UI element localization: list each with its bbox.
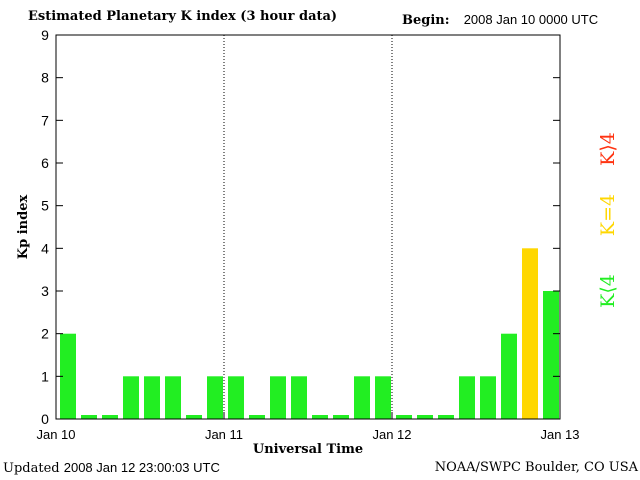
y-tick-label: 6 — [41, 155, 49, 171]
kp-bar — [81, 415, 97, 419]
kp-bar — [123, 376, 139, 419]
kp-bar — [249, 415, 265, 419]
kp-bar — [228, 376, 244, 419]
kp-bar — [102, 415, 118, 419]
y-tick-label: 1 — [41, 368, 49, 384]
y-tick-label: 2 — [41, 326, 49, 342]
y-tick-label: 0 — [41, 411, 49, 427]
y-tick-label: 5 — [41, 198, 49, 214]
legend-k-greater-4: K⟩4 — [597, 132, 619, 166]
kp-bar — [60, 333, 76, 419]
y-axis-label: Kp index — [16, 195, 31, 260]
y-tick-label: 9 — [41, 27, 49, 43]
kp-bar — [144, 376, 160, 419]
x-tick-label: Jan 11 — [205, 427, 243, 442]
plot-frame — [55, 34, 561, 420]
kp-bar — [480, 376, 496, 419]
kp-bar — [270, 376, 286, 419]
kp-bar — [291, 376, 307, 419]
kp-bar — [417, 415, 433, 419]
y-tick-label: 4 — [41, 240, 49, 256]
begin-label: Begin: — [402, 13, 450, 28]
kp-bar — [543, 291, 559, 419]
kp-bar — [186, 415, 202, 419]
x-axis-label: Universal Time — [253, 442, 363, 457]
kp-bar — [312, 415, 328, 419]
kp-bar — [501, 333, 517, 419]
day-separators-layer — [223, 35, 393, 419]
chart-title: Estimated Planetary K index (3 hour data… — [28, 9, 338, 24]
bars-layer — [60, 248, 559, 419]
x-tick-label: Jan 10 — [36, 427, 75, 442]
legend-k-less-4: K⟨4 — [597, 274, 619, 308]
y-tick-label: 7 — [41, 112, 49, 128]
kp-bar — [438, 415, 454, 419]
kp-bar — [459, 376, 475, 419]
kp-bar — [522, 248, 538, 419]
y-ticks-layer: 0 1 2 3 4 5 6 7 8 9 — [41, 27, 560, 427]
kp-bar — [375, 376, 391, 419]
kp-bar — [165, 376, 181, 419]
x-tick-label: Jan 13 — [540, 427, 579, 442]
kp-bar — [207, 376, 223, 419]
kp-bar — [396, 415, 412, 419]
x-tick-label: Jan 12 — [372, 427, 411, 442]
y-tick-label: 3 — [41, 283, 49, 299]
begin-info: Begin: 2008 Jan 10 0000 UTC — [402, 12, 598, 28]
updated-label: Updated — [3, 461, 60, 476]
y-tick-label: 8 — [41, 70, 49, 86]
credit-text: NOAA/SWPC Boulder, CO USA — [434, 460, 638, 475]
begin-value: 2008 Jan 10 0000 UTC — [463, 12, 599, 27]
updated-value: 2008 Jan 12 23:00:03 UTC — [63, 460, 220, 475]
kp-bar — [354, 376, 370, 419]
legend-k-equal-4: K=4 — [597, 194, 619, 236]
x-ticks-layer: Jan 10 Jan 11 Jan 12 Jan 13 — [36, 412, 580, 442]
kp-bar — [333, 415, 349, 419]
updated-info: Updated 2008 Jan 12 23:00:03 UTC — [3, 460, 220, 476]
